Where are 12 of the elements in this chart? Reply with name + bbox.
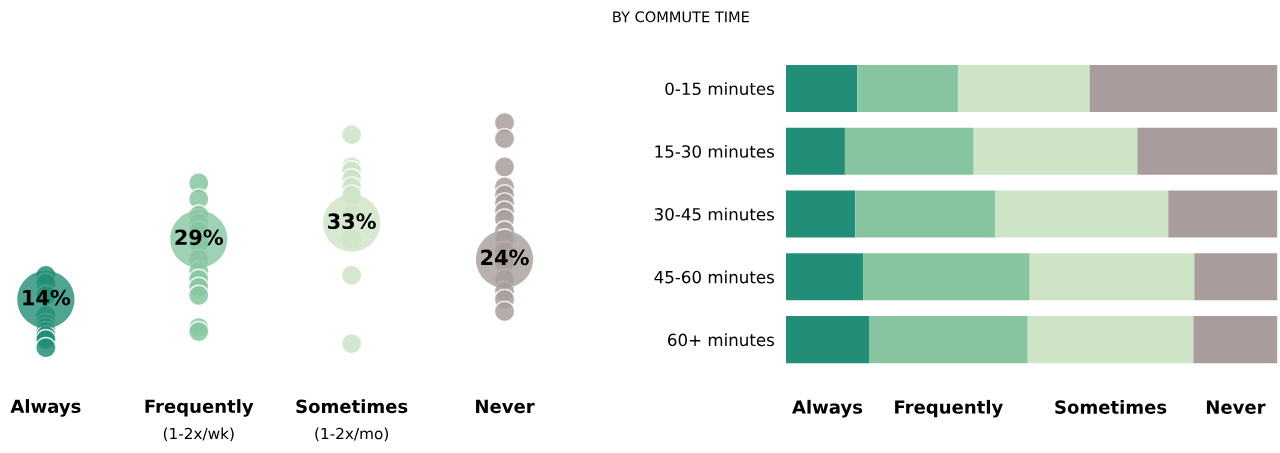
x-tick-label: Always xyxy=(10,399,81,417)
y-tick-label: 30-45 minutes xyxy=(654,207,774,221)
x-tick-label: Never xyxy=(476,399,535,414)
text: Frequently xyxy=(895,399,1003,418)
y-tick-label: 45-60 minutes xyxy=(654,270,774,284)
y-tick-label: 15-30 minutes xyxy=(655,144,774,158)
y-tick-label: 0-15 minutes xyxy=(665,82,774,96)
text: Sometimes xyxy=(1055,399,1167,414)
y-tick-label: 60+ minutes xyxy=(668,333,774,347)
x-tick-label: Sometimes (1-2x/mo) xyxy=(296,399,408,442)
x-tick-label: Frequently (1-2x/wk) xyxy=(145,399,254,442)
chart-title: BY COMMUTE TIME xyxy=(613,11,749,23)
